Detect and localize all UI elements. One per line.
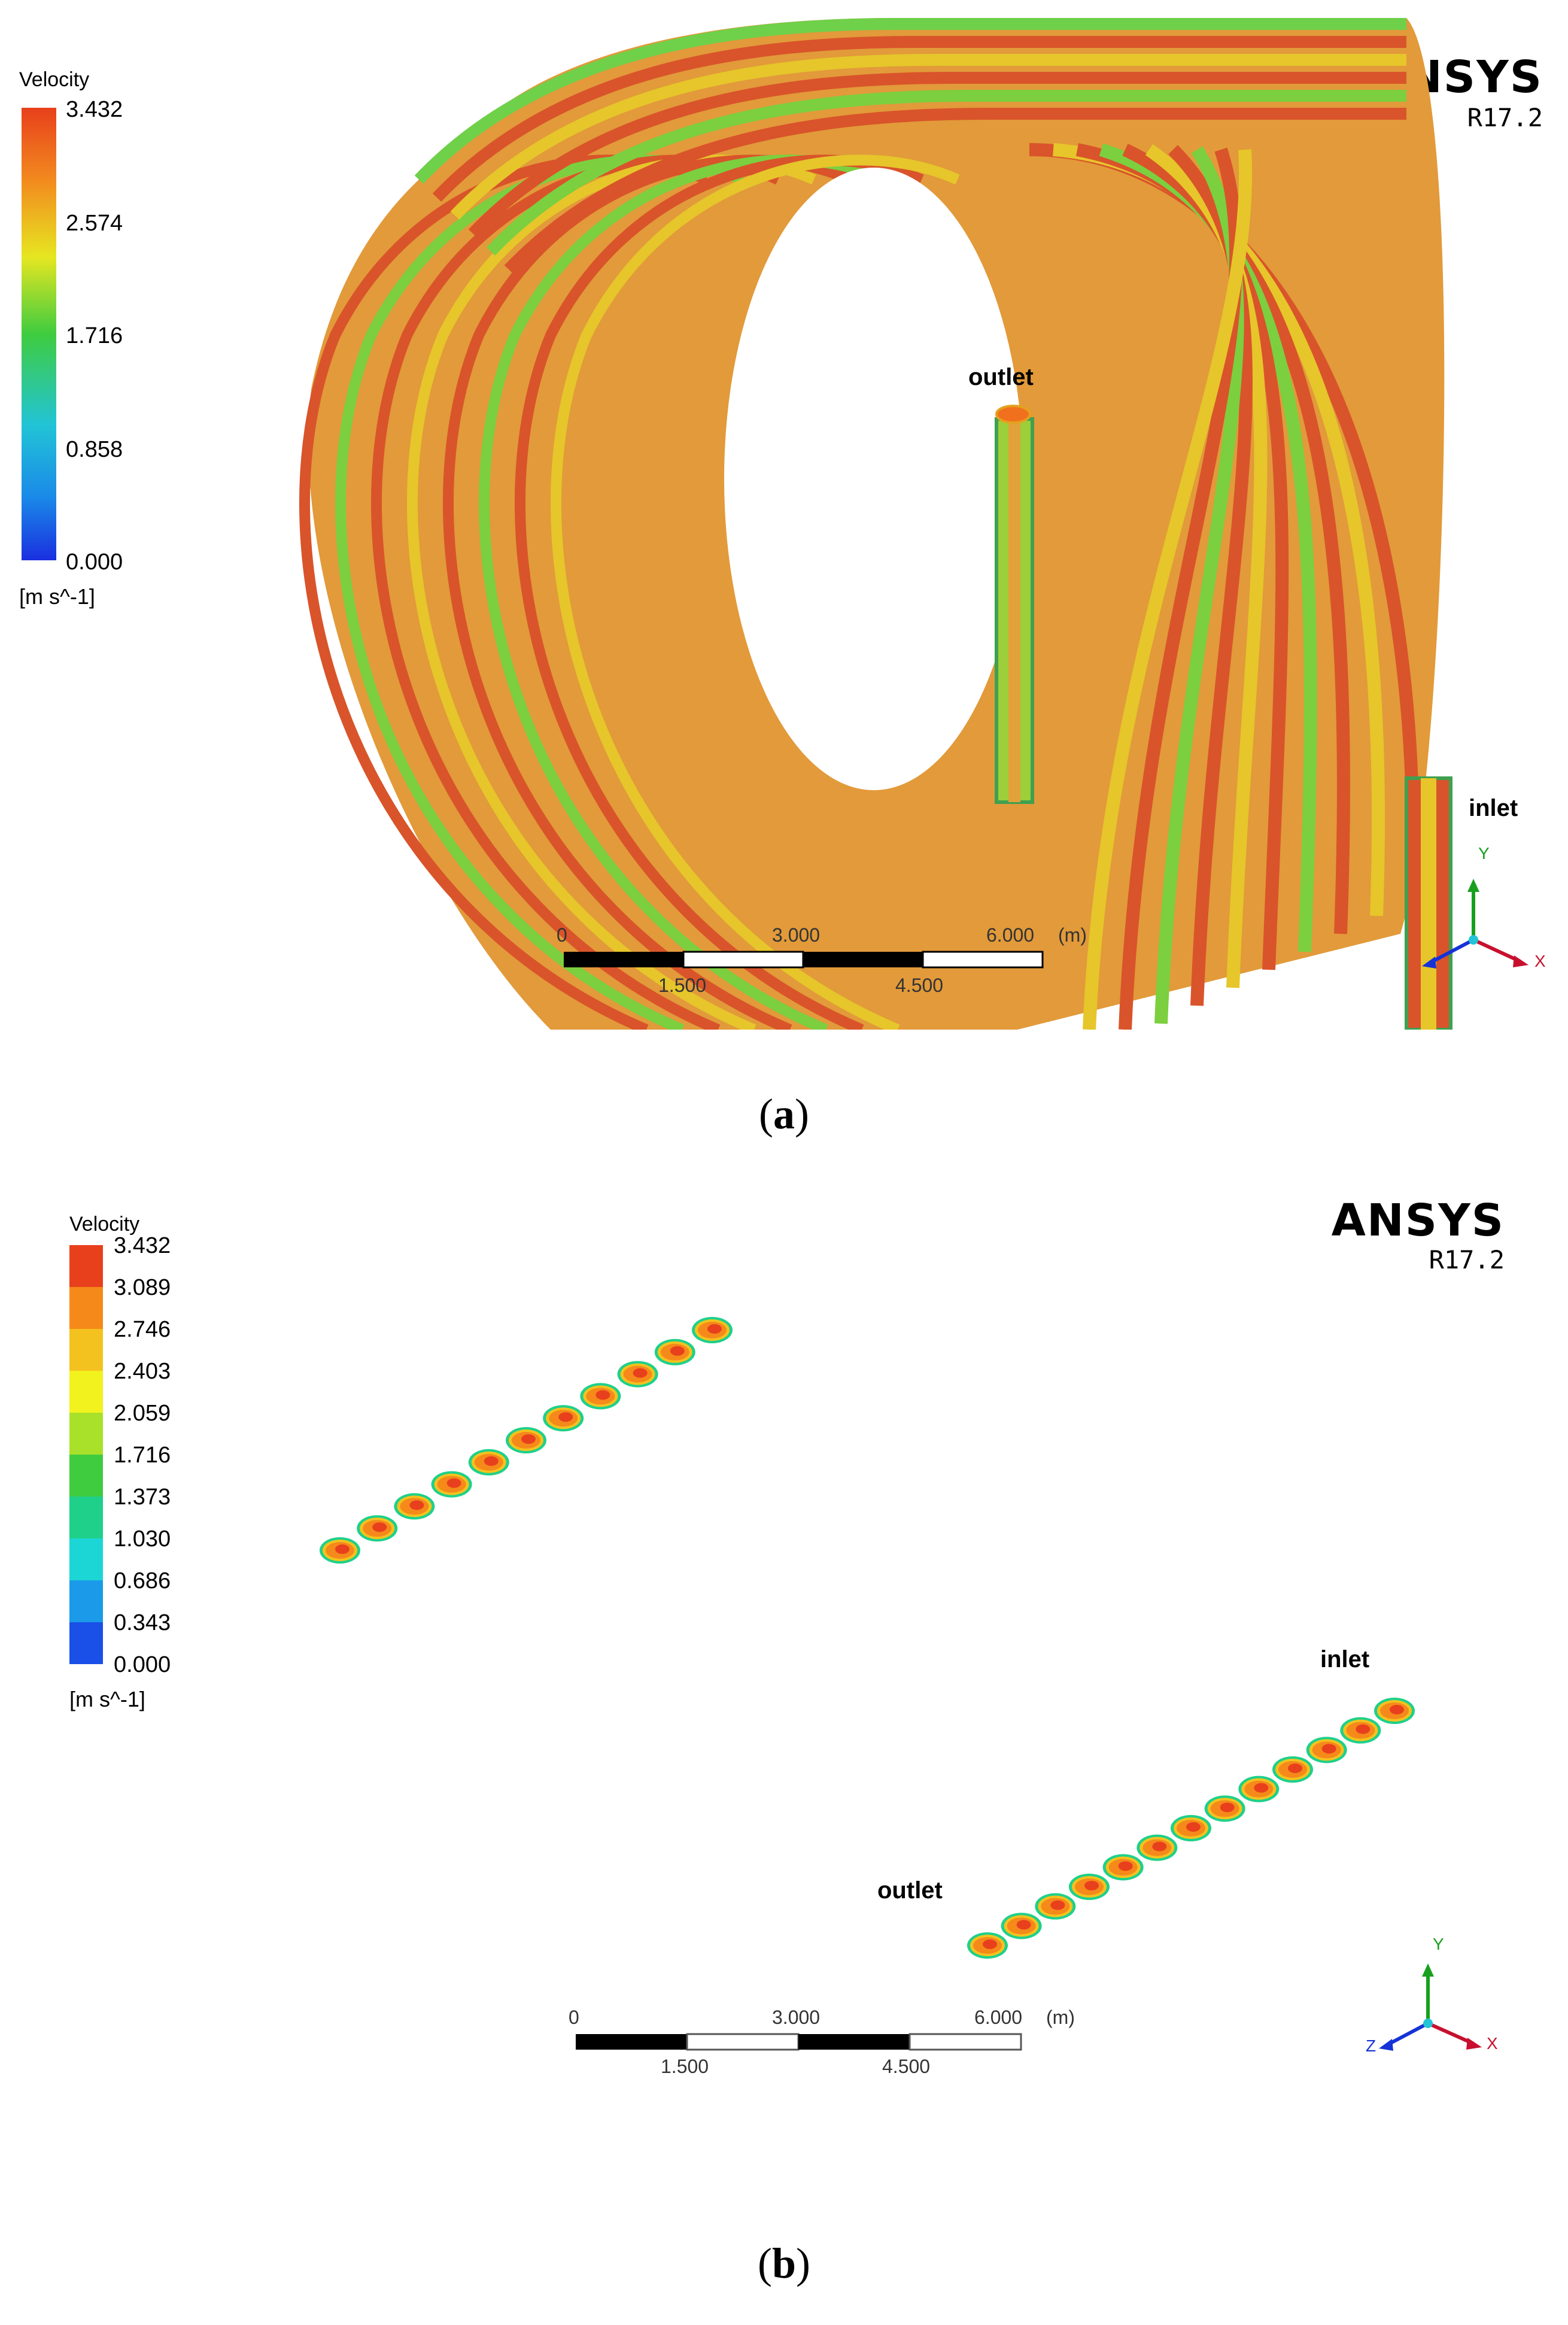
legend-tick: 0.000 <box>66 550 123 575</box>
scale-label: 0 <box>557 924 567 946</box>
lower-cross-section-row <box>967 1698 1415 1959</box>
legend-tick: 3.089 <box>114 1275 171 1300</box>
axis-y-label: Y <box>1478 844 1490 863</box>
scale-label: 6.000 <box>986 924 1035 946</box>
pipe-cross-section <box>1340 1717 1381 1744</box>
caption-b: (b) <box>757 2239 810 2287</box>
legend-unit: [m s^-1] <box>69 1687 145 1711</box>
legend-tick: 2.574 <box>66 211 123 236</box>
legend-tick: 0.858 <box>66 437 123 462</box>
axis-y-label: Y <box>1433 1935 1444 1953</box>
scale-label: 3.000 <box>772 2007 821 2028</box>
pipe-cross-section <box>967 1932 1008 1959</box>
pipe-cross-section <box>431 1471 472 1498</box>
axis-triad <box>1422 879 1529 969</box>
pipe-cross-section <box>506 1427 546 1453</box>
legend-tick: 2.059 <box>114 1401 171 1426</box>
pipe-cross-sections <box>320 1317 1482 2051</box>
axis-z-label: Z <box>1366 2036 1376 2055</box>
legend-tick: 1.373 <box>114 1485 171 1510</box>
scale-unit: (m) <box>1046 2007 1075 2028</box>
pipe-cross-section <box>1137 1834 1178 1861</box>
legend-tick: 0.000 <box>114 1652 171 1677</box>
helical-coil-render <box>299 18 1529 1030</box>
legend-tick: 3.432 <box>66 97 123 122</box>
ansys-version: R17.2 <box>1429 1245 1505 1274</box>
pipe-cross-section <box>394 1493 435 1520</box>
pipe-cross-section <box>320 1537 360 1564</box>
legend-tick: 0.343 <box>114 1610 171 1635</box>
scale-label: 1.500 <box>658 975 707 996</box>
scale-label: 0 <box>569 2007 579 2028</box>
scale-bar <box>576 2033 1022 2051</box>
inlet-label: inlet <box>1469 795 1518 821</box>
outlet-label: outlet <box>968 364 1034 390</box>
inlet-label: inlet <box>1320 1646 1370 1673</box>
outlet-label: outlet <box>877 1877 943 1904</box>
axis-triad <box>1379 1963 1482 2051</box>
legend-colorbar <box>22 108 56 560</box>
axis-x-label: X <box>1487 2034 1498 2053</box>
caption-a: (a) <box>759 1090 809 1138</box>
pipe-cross-section <box>692 1317 733 1343</box>
scale-label: 4.500 <box>895 975 944 996</box>
pipe-cross-section <box>1306 1737 1347 1764</box>
pipe-cross-section <box>1204 1795 1245 1822</box>
pipe-cross-section <box>543 1405 584 1432</box>
legend-tick: 0.686 <box>114 1568 171 1593</box>
pipe-cross-section <box>1035 1893 1076 1920</box>
panel-a: Velocity 3.432 2.574 1.716 0.858 0.000 [… <box>0 0 1568 1138</box>
ansys-logo: ANSYS <box>1331 1195 1505 1246</box>
legend-title: Velocity <box>19 68 90 91</box>
scale-label: 1.500 <box>661 2056 709 2077</box>
legend-tick: 1.716 <box>66 323 123 348</box>
legend-tick: 2.746 <box>114 1317 171 1342</box>
legend-unit: [m s^-1] <box>19 584 95 609</box>
pipe-cross-section <box>1102 1854 1144 1881</box>
legend-tick: 3.432 <box>114 1233 171 1258</box>
pipe-cross-section <box>654 1338 695 1365</box>
ansys-version: R17.2 <box>1467 103 1543 132</box>
legend-tick: 2.403 <box>114 1359 171 1384</box>
scale-label: 6.000 <box>974 2007 1023 2028</box>
legend-title: Velocity <box>69 1213 140 1236</box>
coil-turns <box>299 18 1452 1030</box>
pipe-cross-section <box>1374 1698 1415 1724</box>
pipe-cross-section <box>468 1449 509 1476</box>
scale-bar <box>564 951 1044 969</box>
pipe-cross-section <box>1001 1913 1042 1939</box>
legend-colorbar <box>69 1245 103 1664</box>
pipe-cross-section <box>580 1383 621 1410</box>
legend-tick: 1.030 <box>114 1526 171 1552</box>
axis-x-label: X <box>1534 952 1546 970</box>
scale-label: 3.000 <box>772 924 821 946</box>
outlet-marker <box>995 405 1031 424</box>
legend-tick: 1.716 <box>114 1443 171 1468</box>
pipe-cross-section <box>617 1361 658 1388</box>
panel-b: Velocity 3.432 3.089 2.746 2.403 2.059 1… <box>0 1173 1568 2287</box>
scale-unit: (m) <box>1058 924 1087 946</box>
pipe-cross-section <box>357 1515 398 1542</box>
pipe-cross-section <box>1272 1756 1313 1783</box>
upper-cross-section-row <box>320 1317 733 1564</box>
pipe-cross-section <box>1069 1874 1110 1900</box>
pipe-cross-section <box>1171 1815 1211 1841</box>
pipe-cross-section <box>1238 1775 1280 1802</box>
scale-label: 4.500 <box>882 2056 931 2077</box>
